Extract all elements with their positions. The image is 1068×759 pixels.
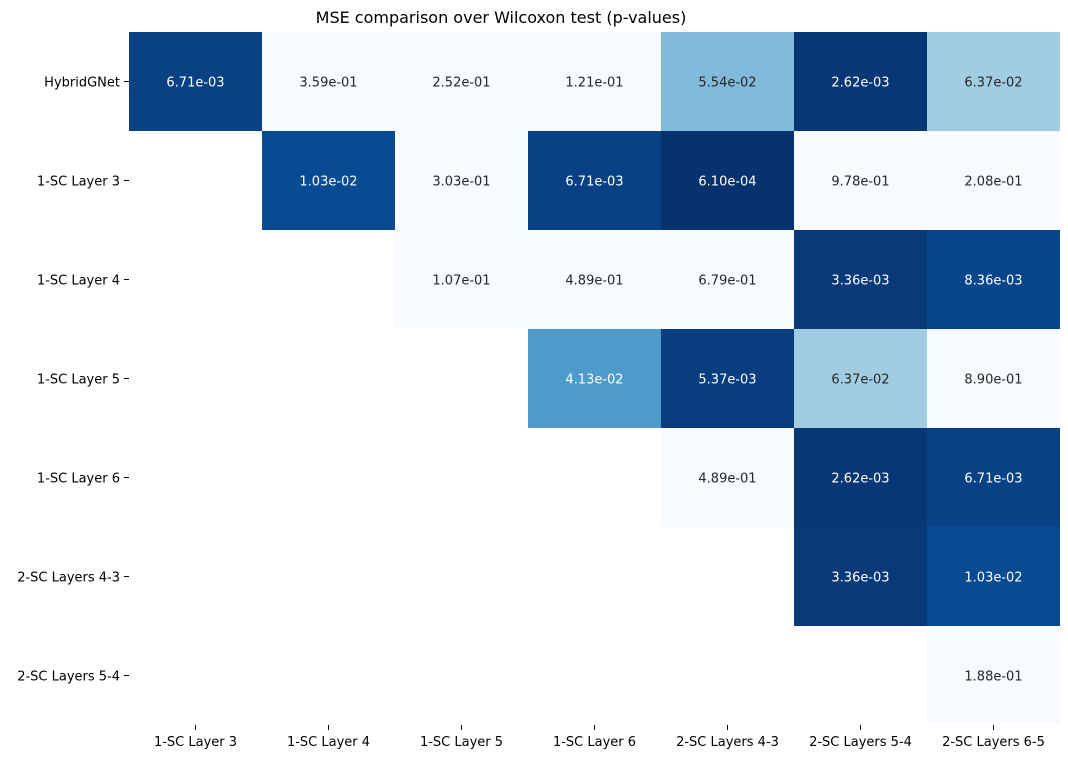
- heatmap-cell: [794, 527, 927, 626]
- heatmap-cell: [927, 428, 1060, 527]
- cell-value-label: 5.37e-03: [698, 373, 756, 388]
- heatmap-cell: [927, 32, 1060, 131]
- chart-title: MSE comparison over Wilcoxon test (p-val…: [316, 8, 687, 27]
- cell-value-label: 8.90e-01: [964, 373, 1022, 388]
- x-tick-label: 1-SC Layer 3: [154, 735, 237, 750]
- cell-value-label: 2.52e-01: [432, 76, 490, 91]
- heatmap-cell: [794, 428, 927, 527]
- cell-value-label: 6.79e-01: [698, 274, 756, 289]
- heatmap-cell: [927, 329, 1060, 428]
- y-tick-label: 2-SC Layers 5-4: [17, 670, 120, 685]
- cell-value-label: 4.89e-01: [565, 274, 623, 289]
- cell-value-label: 3.36e-03: [831, 274, 889, 289]
- heatmap-cell: [927, 626, 1060, 725]
- heatmap-cell: [927, 230, 1060, 329]
- y-tick-label: 1-SC Layer 5: [37, 373, 120, 388]
- heatmap-cell: [927, 527, 1060, 626]
- heatmap-cell: [262, 32, 395, 131]
- x-tick-label: 1-SC Layer 6: [553, 735, 636, 750]
- cell-value-label: 8.36e-03: [964, 274, 1022, 289]
- heatmap-cell: [794, 230, 927, 329]
- heatmap-cell: [661, 32, 794, 131]
- cell-value-label: 6.37e-02: [831, 373, 889, 388]
- cell-value-label: 2.08e-01: [964, 175, 1022, 190]
- x-tick-label: 2-SC Layers 4-3: [676, 735, 779, 750]
- heatmap-cell: [528, 230, 661, 329]
- heatmap-cell: [794, 131, 927, 230]
- cell-value-label: 1.21e-01: [565, 76, 623, 91]
- heatmap-cells: 6.71e-03 3.59e-01 2.52e-01 1.21e-01 5.54e-02…: [129, 32, 1060, 725]
- heatmap-cell: [528, 32, 661, 131]
- x-tick-label: 1-SC Layer 5: [420, 735, 503, 750]
- heatmap-cell: [262, 131, 395, 230]
- heatmap-cell: [395, 32, 528, 131]
- y-axis-ticks: HybridGNet 1-SC Layer 3 1-SC Layer 4 1-SC L…: [17, 76, 129, 685]
- cell-value-label: 1.07e-01: [432, 274, 490, 289]
- cell-value-label: 4.13e-02: [565, 373, 623, 388]
- x-axis-ticks: 1-SC Layer 3 1-SC Layer 4 1-SC Layer 5 1-SC…: [154, 725, 1045, 750]
- cell-value-label: 1.03e-02: [299, 175, 357, 190]
- cell-value-label: 6.71e-03: [565, 175, 623, 190]
- cell-value-label: 1.88e-01: [964, 670, 1022, 685]
- cell-value-label: 3.03e-01: [432, 175, 490, 190]
- cell-value-label: 3.36e-03: [831, 571, 889, 586]
- y-tick-label: 1-SC Layer 3: [37, 175, 120, 190]
- cell-value-label: 2.62e-03: [831, 76, 889, 91]
- heatmap-cell: [528, 131, 661, 230]
- heatmap-cell: [395, 230, 528, 329]
- heatmap-cell: [129, 32, 262, 131]
- y-tick-label: 2-SC Layers 4-3: [17, 571, 120, 586]
- heatmap-cell: [794, 329, 927, 428]
- y-tick-label: 1-SC Layer 6: [37, 472, 120, 487]
- cell-value-label: 5.54e-02: [698, 76, 756, 91]
- heatmap-cell: [661, 230, 794, 329]
- cell-value-label: 6.37e-02: [964, 76, 1022, 91]
- heatmap-cell: [927, 131, 1060, 230]
- heatmap-cell: [661, 131, 794, 230]
- cell-value-label: 2.62e-03: [831, 472, 889, 487]
- cell-value-label: 3.59e-01: [299, 76, 357, 91]
- heatmap-cell: [661, 428, 794, 527]
- heatmap-cell: [661, 329, 794, 428]
- cell-value-label: 9.78e-01: [831, 175, 889, 190]
- x-tick-label: 2-SC Layers 5-4: [809, 735, 912, 750]
- x-tick-label: 1-SC Layer 4: [287, 735, 370, 750]
- cell-value-label: 6.71e-03: [964, 472, 1022, 487]
- y-tick-label: 1-SC Layer 4: [37, 274, 120, 289]
- cell-value-label: 6.71e-03: [166, 76, 224, 91]
- heatmap-cell: [528, 329, 661, 428]
- y-tick-label: HybridGNet: [44, 76, 120, 91]
- heatmap-cell: [395, 131, 528, 230]
- x-tick-label: 2-SC Layers 6-5: [942, 735, 1045, 750]
- cell-value-label: 4.89e-01: [698, 472, 756, 487]
- heatmap-cell: [794, 32, 927, 131]
- cell-value-label: 6.10e-04: [698, 175, 756, 190]
- cell-value-label: 1.03e-02: [964, 571, 1022, 586]
